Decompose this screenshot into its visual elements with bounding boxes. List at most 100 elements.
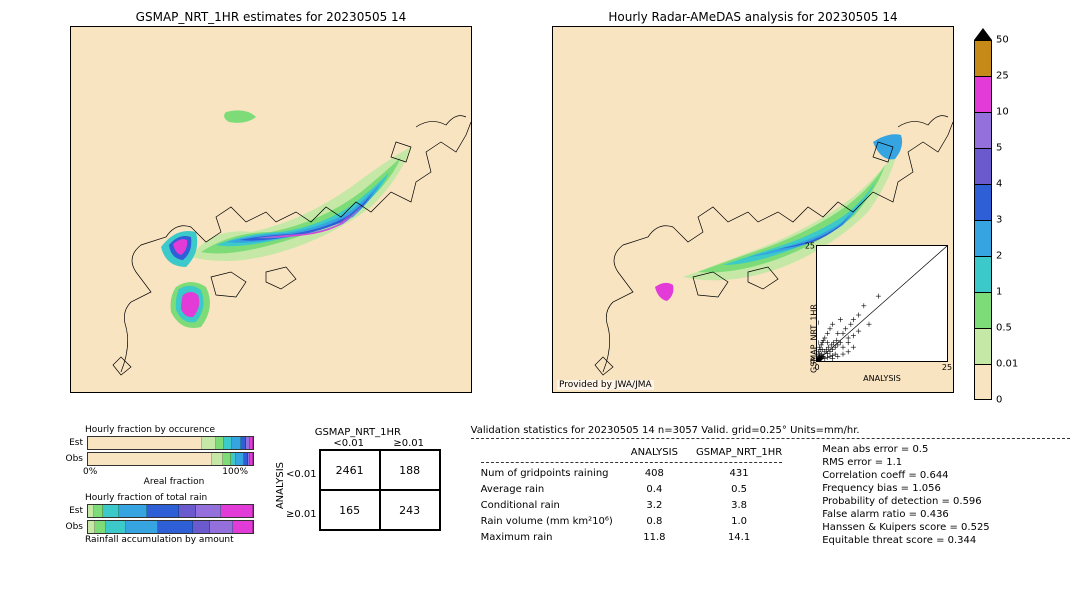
- colorbar-tick-label: 3: [996, 215, 1002, 226]
- x-tick-label: 135°E: [731, 392, 761, 393]
- left-map-title: GSMAP_NRT_1HR estimates for 20230505 14: [70, 10, 472, 24]
- colorbar-tick-label: 0: [996, 395, 1002, 406]
- y-tick-label: 25°N: [70, 346, 71, 357]
- val-metric: RMS error = 1.1: [822, 456, 989, 469]
- hbar-segment: [106, 521, 126, 533]
- hbar-row-label: Est: [55, 438, 87, 448]
- y-tick-label: 40°N: [552, 143, 553, 154]
- stats-divider-top: [471, 438, 1070, 439]
- hbar-bar: [87, 504, 254, 518]
- hbar-segment: [193, 521, 210, 533]
- contingency-table: GSMAP_NRT_1HR ANALYSIS <0.01 ≥0.01 <0.01…: [275, 427, 441, 534]
- maps-row: GSMAP_NRT_1HR estimates for 20230505 14 …: [10, 10, 1070, 400]
- y-tick-label: 35°N: [70, 211, 71, 222]
- hbar-segment: [233, 521, 253, 533]
- scatter-xtick: 25: [942, 361, 952, 372]
- y-tick-label: 45°N: [70, 76, 71, 87]
- val-table-cell: 0.5: [688, 482, 790, 496]
- ct-row-label-1: ≥0.01: [286, 509, 317, 520]
- stats-row: Hourly fraction by occurenceEstObs0%100%…: [10, 425, 1070, 547]
- hbar-segment: [250, 453, 253, 465]
- colorbar-tick-label: 1: [996, 287, 1002, 298]
- val-table-cell: Num of gridpoints raining: [473, 466, 621, 480]
- hbar-bar: [87, 520, 254, 534]
- val-table-cell: 0.4: [623, 482, 686, 496]
- validation-table: ANALYSISGSMAP_NRT_1HRNum of gridpoints r…: [471, 443, 793, 547]
- val-table-cell: 408: [623, 466, 686, 480]
- val-table-cell: 431: [688, 466, 790, 480]
- attribution-text: Provided by JWA/JMA: [557, 380, 654, 390]
- hbar-row-label: Obs: [55, 454, 87, 464]
- colorbar-segment: [974, 40, 992, 76]
- hbar-segment: [119, 505, 147, 517]
- hbar-segment: [212, 453, 224, 465]
- hbar-segment: [196, 505, 221, 517]
- hbar-segment: [210, 521, 233, 533]
- colorbar-segment: [974, 76, 992, 112]
- right-map-title: Hourly Radar-AMeDAS analysis for 2023050…: [552, 10, 954, 24]
- hbar-segment: [236, 453, 243, 465]
- ct-cell-00: 2461: [321, 451, 381, 491]
- hbar-axis-tick: 0%: [83, 467, 97, 477]
- ct-col-label-1: ≥0.01: [379, 438, 439, 449]
- val-table-cell: 3.2: [623, 499, 686, 513]
- y-tick-label: 35°N: [552, 211, 553, 222]
- validation-title: Validation statistics for 20230505 14 n=…: [471, 425, 1070, 436]
- ct-cell-11: 243: [381, 491, 441, 531]
- colorbar-tick-label: 2: [996, 251, 1002, 262]
- contingency-row-title: ANALYSIS: [275, 462, 286, 509]
- ct-cell-01: 188: [381, 451, 441, 491]
- val-table-cell: 1.0: [688, 515, 790, 529]
- colorbar-segment: [974, 328, 992, 364]
- colorbar-segment: [974, 220, 992, 256]
- colorbar-tick-label: 25: [996, 71, 1009, 82]
- colorbar-tick-label: 0.5: [996, 323, 1012, 334]
- val-table-header: ANALYSIS: [623, 445, 686, 459]
- right-map-box: Provided by JWA/JMA 125°E 130°E 135°E 140°E…: [552, 26, 954, 393]
- ct-cell-10: 165: [321, 491, 381, 531]
- x-tick-label: 145°E: [387, 392, 417, 393]
- x-tick-label: 125°E: [593, 392, 623, 393]
- hbar-column: Hourly fraction by occurenceEstObs0%100%…: [55, 425, 265, 545]
- hbar-segment: [88, 453, 212, 465]
- val-table-cell: 3.8: [688, 499, 790, 513]
- colorbar-segment: [974, 292, 992, 328]
- ct-row-label-0: <0.01: [286, 469, 317, 480]
- precip-layer: [71, 27, 471, 392]
- val-table-cell: Average rain: [473, 482, 621, 496]
- hbar-segment: [103, 505, 120, 517]
- val-metric: Frequency bias = 1.056: [822, 482, 989, 495]
- validation-stats: Validation statistics for 20230505 14 n=…: [471, 425, 1070, 547]
- y-tick-label: 45°N: [552, 76, 553, 87]
- scatter-inset: GSMAP_NRT_1HRANALYSIS002525: [816, 245, 948, 362]
- val-table-cell: 14.1: [688, 531, 790, 545]
- colorbar-tick-label: 4: [996, 179, 1002, 190]
- hbar-segment: [232, 437, 241, 449]
- colorbar: 00.010.512345102550: [974, 28, 992, 400]
- val-metric: Correlation coeff = 0.644: [822, 469, 989, 482]
- fraction-rain-chart: Hourly fraction of total rainEstObsRainf…: [55, 493, 265, 545]
- val-table-cell: 0.8: [623, 515, 686, 529]
- hbar-segment: [158, 521, 194, 533]
- val-metric: Hanssen & Kuipers score = 0.525: [822, 521, 989, 534]
- hbar-title: Hourly fraction of total rain: [85, 493, 265, 503]
- hbar-segment: [221, 505, 253, 517]
- colorbar-segment: [974, 364, 992, 400]
- contingency-grid: 2461 188 165 243: [319, 449, 441, 531]
- val-table-cell: 11.8: [623, 531, 686, 545]
- scatter-ytick: 25: [805, 242, 817, 251]
- x-tick-label: 140°E: [800, 392, 830, 393]
- hbar-axis-label: Areal fraction: [83, 477, 265, 487]
- y-tick-label: 25°N: [552, 346, 553, 357]
- hbar-segment: [88, 521, 95, 533]
- val-metric: Mean abs error = 0.5: [822, 443, 989, 456]
- fraction-occurrence-chart: Hourly fraction by occurenceEstObs0%100%…: [55, 425, 265, 487]
- hbar-segment: [126, 521, 158, 533]
- hbar-segment: [224, 437, 231, 449]
- hbar-row-label: Est: [55, 506, 87, 516]
- val-metric: False alarm ratio = 0.436: [822, 508, 989, 521]
- validation-metrics-list: Mean abs error = 0.5RMS error = 1.1Corre…: [822, 443, 989, 547]
- x-tick-label: 130°E: [662, 392, 692, 393]
- x-tick-label: 145°E: [869, 392, 899, 393]
- colorbar-tick-label: 50: [996, 35, 1009, 46]
